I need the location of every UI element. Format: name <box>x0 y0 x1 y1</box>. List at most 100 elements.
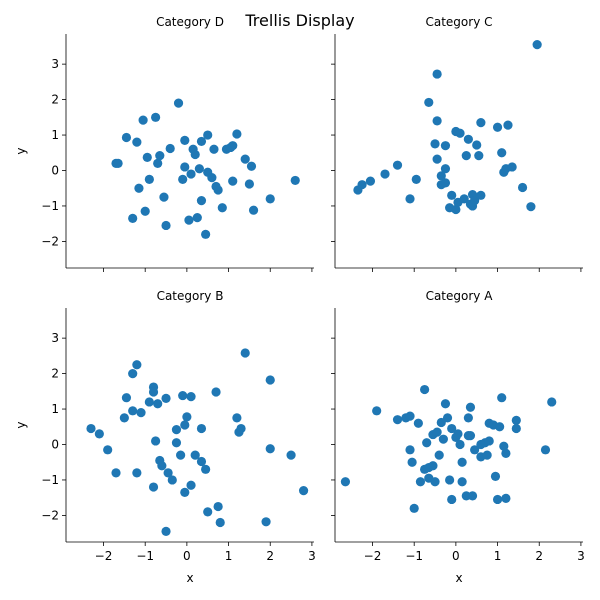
scatter-point <box>499 441 509 451</box>
scatter-point <box>178 174 188 184</box>
facet-panel: Category C <box>331 15 583 272</box>
scatter-point <box>196 196 207 206</box>
scatter-point <box>232 413 242 423</box>
scatter-point <box>148 387 159 397</box>
scatter-point <box>173 98 184 108</box>
scatter-point <box>465 431 476 441</box>
scatter-point <box>144 174 154 184</box>
scatter-point <box>472 140 482 150</box>
scatter-point <box>157 461 167 471</box>
scatter-point <box>134 183 144 193</box>
scatter-point <box>144 397 154 407</box>
scatter-point <box>192 213 202 223</box>
scatter-point <box>286 450 296 460</box>
scatter-point <box>432 427 442 437</box>
scatter-point <box>228 141 238 151</box>
scatter-point <box>190 450 200 460</box>
x-tick-label: −1 <box>136 549 154 563</box>
scatter-point <box>240 154 250 164</box>
scatter-point <box>442 413 453 423</box>
y-tick-label: 3 <box>51 57 59 71</box>
x-tick-label: 0 <box>452 549 460 563</box>
scatter-point <box>497 148 507 158</box>
scatter-point <box>207 172 217 183</box>
x-tick-label: 0 <box>183 549 191 563</box>
scatter-point <box>540 445 551 455</box>
figure-title: Trellis Display <box>244 11 354 30</box>
scatter-point <box>180 420 190 430</box>
scatter-point <box>424 97 434 108</box>
y-tick-label: −2 <box>41 234 59 248</box>
scatter-point <box>180 162 190 172</box>
scatter-point <box>420 384 430 395</box>
scatter-point <box>128 406 138 416</box>
y-tick-label: −1 <box>41 199 59 213</box>
scatter-point <box>298 485 309 496</box>
scatter-point <box>132 360 142 370</box>
scatter-point <box>248 205 259 215</box>
scatter-point <box>121 393 132 403</box>
scatter-point <box>492 122 503 132</box>
scatter-point <box>240 348 250 358</box>
scatter-point <box>215 517 225 528</box>
y-axis-label: y <box>14 421 28 428</box>
x-axis-label: x <box>455 571 462 585</box>
scatter-point <box>517 182 528 193</box>
scatter-point <box>447 423 457 434</box>
scatter-point <box>153 158 163 169</box>
scatter-point <box>457 457 467 467</box>
scatter-point <box>186 480 196 490</box>
panel-title: Category C <box>425 15 492 29</box>
scatter-point <box>201 464 211 474</box>
x-tick-label: 1 <box>494 549 502 563</box>
scatter-point <box>161 526 171 536</box>
scatter-point <box>476 190 486 200</box>
panel-title: Category B <box>157 289 224 303</box>
scatter-point <box>490 471 501 482</box>
scatter-point <box>201 229 211 239</box>
scatter-point <box>495 422 505 432</box>
x-tick-label: 2 <box>266 549 274 563</box>
x-axis-label: x <box>186 571 193 585</box>
scatter-point <box>380 169 390 179</box>
x-tick-label: −2 <box>364 549 382 563</box>
scatter-point <box>453 429 463 439</box>
scatter-point <box>121 132 132 143</box>
y-axis-label: y <box>14 147 28 154</box>
scatter-point <box>415 477 426 487</box>
scatter-point <box>196 456 207 467</box>
scatter-point <box>217 203 227 213</box>
scatter-point <box>184 215 194 225</box>
scatter-point <box>501 448 511 458</box>
y-tick-label: 1 <box>51 402 59 416</box>
scatter-point <box>503 120 513 130</box>
scatter-point <box>232 129 242 139</box>
scatter-point <box>128 213 138 223</box>
scatter-point <box>103 445 113 455</box>
scatter-point <box>213 185 223 195</box>
y-tick-label: 2 <box>51 367 59 381</box>
scatter-point <box>142 152 152 162</box>
scatter-point <box>196 423 207 434</box>
scatter-point <box>392 160 403 170</box>
x-tick-label: −1 <box>405 549 423 563</box>
scatter-point <box>113 158 123 169</box>
scatter-point <box>203 130 213 140</box>
scatter-point <box>119 413 129 423</box>
scatter-point <box>176 450 186 460</box>
scatter-point <box>484 436 494 446</box>
scatter-point <box>194 164 204 174</box>
panel-title: Category A <box>426 289 494 303</box>
scatter-point <box>203 507 213 517</box>
scatter-point <box>432 116 442 126</box>
scatter-point <box>171 438 182 448</box>
scatter-point <box>261 517 271 527</box>
scatter-point <box>463 413 473 423</box>
scatter-point <box>497 393 507 403</box>
scatter-point <box>434 450 444 460</box>
scatter-point <box>213 501 223 512</box>
scatter-point <box>440 178 451 188</box>
scatter-point <box>492 494 503 505</box>
scatter-point <box>186 392 196 402</box>
